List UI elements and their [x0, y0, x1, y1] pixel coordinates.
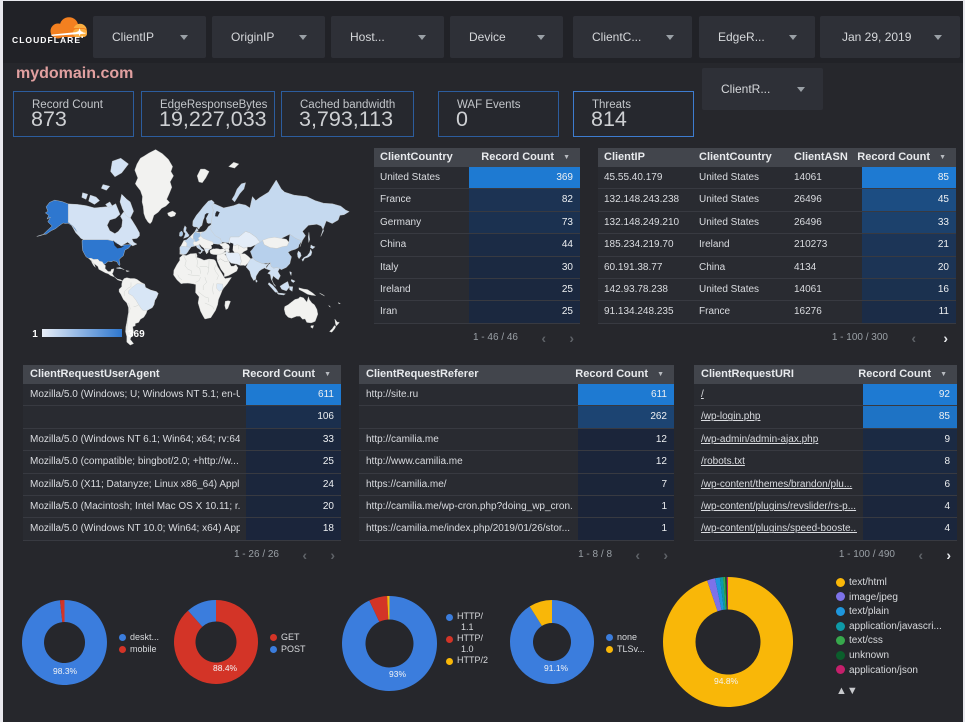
svg-text:369: 369: [128, 329, 145, 340]
svg-text:1: 1: [32, 329, 38, 340]
